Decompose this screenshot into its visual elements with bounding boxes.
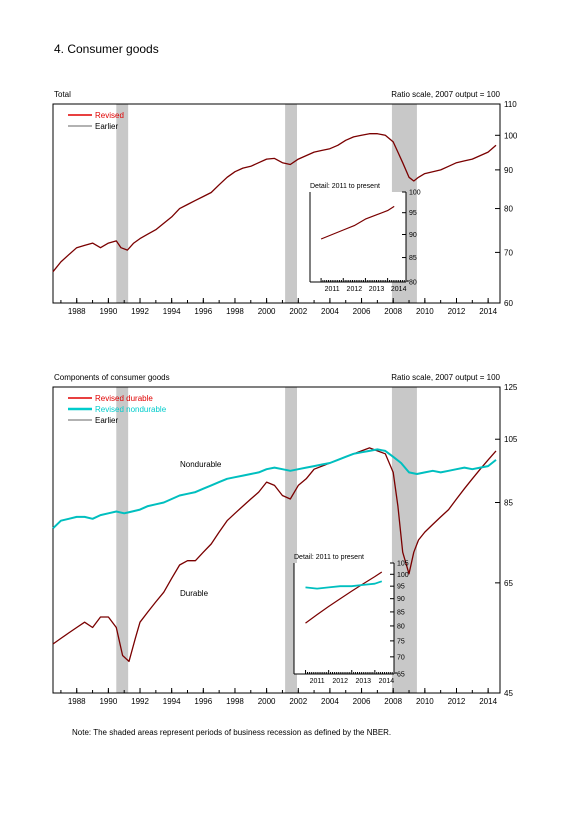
panel2-x-tick-label: 1996 (194, 697, 212, 706)
panel2-x-tick-label: 1998 (226, 697, 244, 706)
panel1-inset-x-tick-label: 2014 (391, 286, 407, 293)
panel2-x-tick-label: 2006 (353, 697, 371, 706)
panel1-x-tick-label: 2000 (258, 307, 276, 316)
panel2-x-tick-label: 2014 (479, 697, 497, 706)
footnote: Note: The shaded areas represent periods… (72, 728, 391, 737)
panel1-x-tick-label: 1996 (194, 307, 212, 316)
panel1-y-tick-label: 70 (504, 248, 513, 257)
legend-earlier2-label: Earlier (95, 416, 118, 425)
legend-revised-label: Revised (95, 111, 124, 120)
panel1-x-tick-label: 2014 (479, 307, 497, 316)
panel2-series-revised-nondurable (52, 448, 497, 530)
panel2-inset-x-tick-label: 2013 (355, 678, 371, 685)
panel2-plot-frame (52, 386, 501, 694)
panel1-x-tick-label: 1994 (163, 307, 181, 316)
panel1-inset-y-tick-label: 100 (409, 190, 421, 197)
panel2-inset-y-tick-label: 100 (397, 572, 409, 579)
panel2-inset-y-tick-label: 90 (397, 596, 405, 603)
panel1-y-tick-label: 90 (504, 166, 513, 175)
panel2-inset-title: Detail: 2011 to present (294, 554, 364, 561)
annotation-durable: Durable (180, 589, 209, 598)
panel2-y-tick-label: 85 (504, 499, 513, 508)
page-title: 4. Consumer goods (54, 42, 159, 56)
panel2-y-tick-label: 125 (504, 383, 518, 392)
panel1-scale-note: Ratio scale, 2007 output = 100 (391, 90, 500, 99)
panel1-x-tick-label: 2004 (321, 307, 339, 316)
panel1-inset-title: Detail: 2011 to present (310, 183, 380, 190)
panel1-recession-band (285, 104, 297, 303)
panel2-inset-y-tick-label: 80 (397, 623, 405, 630)
panel2-inset-series-revised-nondurable (305, 580, 383, 590)
legend-nondurable-label: Revised nondurable (95, 405, 167, 414)
panel1-inset-y-tick-label: 95 (409, 210, 417, 217)
panel1-x-tick-label: 2002 (289, 307, 307, 316)
panel2-series-revised-durable (52, 447, 497, 663)
panel2-chart: 1988 1990 1992 1994 1996 1998 2000 2002 2004 2006… (52, 383, 518, 706)
panel2-inset-series-revised-durable (305, 571, 383, 624)
panel2-x-tick-label: 2002 (289, 697, 307, 706)
panel1-x-tick-label: 2006 (353, 307, 371, 316)
panel2-legend: Revised durable Revised nondurable Earli… (68, 394, 167, 425)
panel1-x-tick-label: 2008 (384, 307, 402, 316)
panel1-legend: Revised Earlier (68, 111, 124, 131)
panel1-series-revised (52, 133, 497, 273)
panel1-x-tick-label: 1990 (99, 307, 117, 316)
panel2-x-tick-label: 2004 (321, 697, 339, 706)
panel2-inset-y-tick-label: 85 (397, 609, 405, 616)
panel2-x-tick-label: 2010 (416, 697, 434, 706)
panel2-title: Components of consumer goods (54, 373, 170, 382)
panel2-inset-y-tick-label: 105 (397, 561, 409, 568)
panel2-y-tick-label: 45 (504, 689, 513, 698)
panel1-inset-x-tick-label: 2013 (369, 286, 385, 293)
panel2-x-tick-label: 1990 (99, 697, 117, 706)
panel1-x-tick-label: 1988 (68, 307, 86, 316)
panel2-x-tick-label: 1992 (131, 697, 149, 706)
panel1-x-tick-label: 1992 (131, 307, 149, 316)
panel2-inset-y-tick-label: 95 (397, 584, 405, 591)
panel1-inset-series-revised (320, 205, 395, 240)
annotation-nondurable: Nondurable (180, 460, 222, 469)
panel2-inset-bg (294, 563, 394, 674)
panel1-inset-y-tick-label: 85 (409, 255, 417, 262)
panel1-y-tick-label: 110 (504, 100, 517, 109)
panel1-x-tick-label: 2012 (448, 307, 466, 316)
legend-durable-label: Revised durable (95, 394, 153, 403)
panel2-recession-band (116, 387, 129, 693)
panel1-inset-x-tick-label: 2012 (347, 286, 363, 293)
panel2-recession-band (391, 387, 417, 693)
panel1-recession-band (116, 104, 129, 303)
panel2-y-tick-label: 105 (504, 435, 518, 444)
panel1-x-tick-label: 2010 (416, 307, 434, 316)
panel2-inset-x-tick-label: 2011 (310, 678, 325, 685)
panel2-x-tick-label: 2008 (384, 697, 402, 706)
panel1-inset-y-tick-label: 80 (409, 280, 417, 287)
panel2-x-tick-label: 1988 (68, 697, 86, 706)
panel1-y-tick-label: 60 (504, 299, 513, 308)
panel2-inset-x-tick-label: 2014 (379, 678, 395, 685)
panel2-scale-note: Ratio scale, 2007 output = 100 (391, 373, 500, 382)
panel2-recession-band (285, 387, 297, 693)
panel1-inset-y-tick-label: 90 (409, 232, 417, 239)
panel2-x-tick-label: 1994 (163, 697, 181, 706)
panel2-inset-y-tick-label: 70 (397, 654, 405, 661)
panel1-title: Total (54, 90, 71, 99)
panel1-inset-x-tick-label: 2011 (325, 286, 340, 293)
panel2-inset-y-tick-label: 75 (397, 638, 405, 645)
panel2-x-tick-label: 2012 (448, 697, 466, 706)
panel1-x-tick-label: 1998 (226, 307, 244, 316)
panel2-inset-y-tick-label: 65 (397, 672, 405, 679)
panel1-y-tick-label: 100 (504, 131, 518, 140)
panel2-inset-x-tick-label: 2012 (332, 678, 348, 685)
panel1-chart: 1988 1990 1992 1994 1996 1998 2000 2002 2004 2006… (52, 100, 518, 316)
panel1-plot-frame (52, 103, 501, 304)
panel2-x-tick-label: 2000 (258, 697, 276, 706)
panel1-y-tick-label: 80 (504, 205, 513, 214)
panel2-y-tick-label: 65 (504, 579, 513, 588)
panel1-inset-bg (310, 192, 406, 282)
legend-earlier-label: Earlier (95, 122, 118, 131)
